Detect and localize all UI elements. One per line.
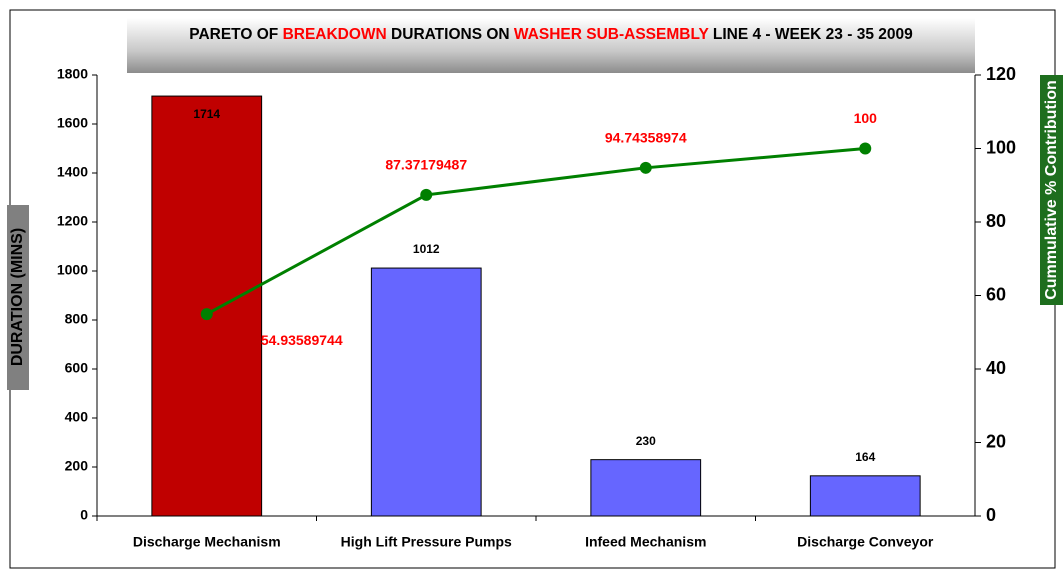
- y2-tick-label: 40: [986, 358, 1006, 378]
- y-label-box: [7, 205, 29, 390]
- bar: [151, 95, 263, 517]
- y2-label-box: [1040, 75, 1063, 305]
- y-tick-label: 800: [65, 311, 89, 327]
- title-part: BREAKDOWN: [282, 26, 387, 43]
- line-marker: [639, 161, 652, 174]
- x-tick-label: High Lift Pressure Pumps: [341, 534, 512, 550]
- line-value-label: 94.74358974: [605, 130, 687, 146]
- bar-value-label: 164: [855, 450, 875, 464]
- y2-tick-label: 80: [986, 211, 1006, 231]
- line-value-label: 100: [854, 110, 878, 126]
- y-tick-label: 1400: [57, 164, 88, 180]
- bar: [590, 459, 702, 517]
- bar: [809, 475, 921, 517]
- line-marker: [859, 142, 872, 155]
- title-part: WASHER SUB-ASSEMBLY: [513, 26, 709, 43]
- line-value-label: 87.37179487: [385, 157, 467, 173]
- y-axis-label: DURATION (MINS): [9, 228, 26, 366]
- y-tick-label: 400: [65, 409, 89, 425]
- y2-tick-label: 120: [986, 64, 1016, 84]
- line-marker: [420, 188, 433, 201]
- y-tick-label: 1000: [57, 262, 88, 278]
- y2-tick-label: 20: [986, 431, 1006, 451]
- y-tick-label: 200: [65, 458, 89, 474]
- x-tick-label: Infeed Mechanism: [585, 534, 706, 550]
- y2-tick-label: 100: [986, 137, 1016, 157]
- y-tick-label: 1800: [57, 66, 88, 82]
- x-tick-label: Discharge Conveyor: [797, 534, 934, 550]
- y2-tick-label: 60: [986, 284, 1006, 304]
- chart-title: PARETO OF BREAKDOWN DURATIONS ON WASHER …: [127, 18, 975, 73]
- y-tick-label: 600: [65, 360, 89, 376]
- bar-value-label: 230: [636, 434, 656, 448]
- line-marker: [200, 308, 213, 321]
- y-tick-label: 0: [80, 507, 88, 523]
- bar-value-label: 1714: [193, 107, 220, 121]
- y2-axis-label: Cummulative % Contribution: [1043, 80, 1060, 300]
- title-part: PARETO OF: [189, 26, 283, 43]
- cumulative-line: [206, 147, 866, 316]
- y2-tick-label: 0: [986, 505, 996, 525]
- bar: [370, 267, 482, 517]
- x-tick-label: Discharge Mechanism: [133, 534, 281, 550]
- y-tick-label: 1200: [57, 213, 88, 229]
- title-part: DURATIONS ON: [386, 26, 514, 43]
- bar-value-label: 1012: [413, 242, 440, 256]
- line-value-label: 54.93589744: [261, 332, 343, 348]
- title-part: LINE 4 - WEEK 23 - 35 2009: [708, 26, 913, 43]
- y-tick-label: 1600: [57, 115, 88, 131]
